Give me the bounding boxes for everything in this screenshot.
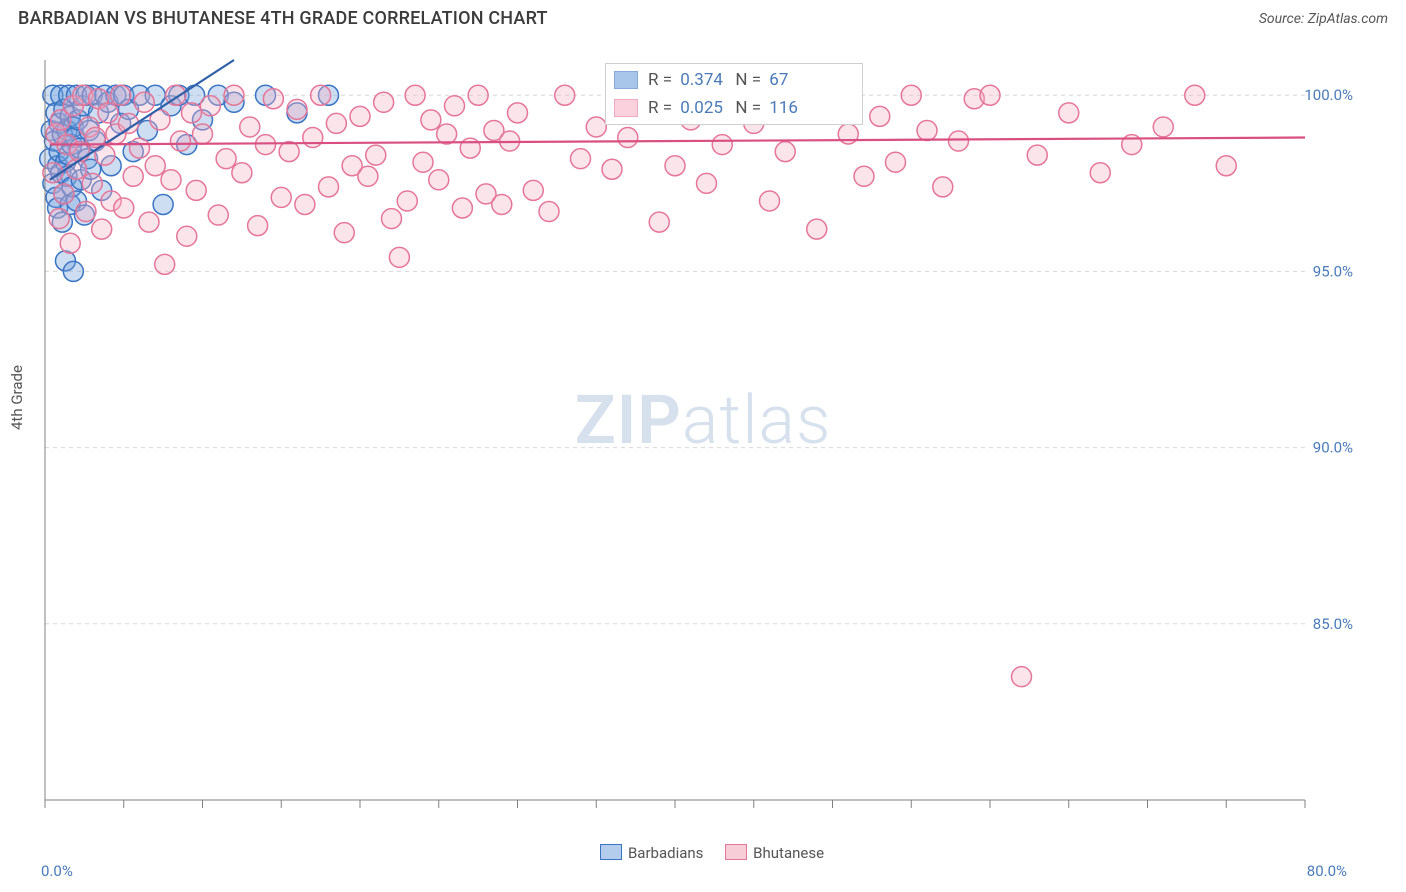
legend-label-bhutanese: Bhutanese: [753, 844, 824, 862]
svg-text:90.0%: 90.0%: [1313, 439, 1353, 457]
x-tick-max: 80.0%: [1307, 862, 1347, 880]
svg-text:100.0%: 100.0%: [1304, 86, 1353, 104]
chart-container: BARBADIAN VS BHUTANESE 4TH GRADE CORRELA…: [0, 0, 1406, 892]
x-tick-min: 0.0%: [41, 862, 73, 880]
legend-swatch-barbadians: [600, 844, 622, 860]
chart-title: BARBADIAN VS BHUTANESE 4TH GRADE CORRELA…: [18, 8, 548, 29]
legend-label-barbadians: Barbadians: [628, 844, 703, 862]
series-legend: Barbadians Bhutanese: [0, 844, 1406, 862]
y-axis-label: 4th Grade: [8, 365, 26, 430]
svg-text:85.0%: 85.0%: [1313, 615, 1353, 633]
header: BARBADIAN VS BHUTANESE 4TH GRADE CORRELA…: [0, 0, 1406, 29]
scatter-plot-svg: 85.0%90.0%95.0%100.0%: [45, 60, 1305, 800]
correlation-legend: R = 0.374 N = 67R = 0.025 N = 116: [605, 63, 863, 125]
legend-swatch-bhutanese: [725, 844, 747, 860]
legend-row: R = 0.025 N = 116: [614, 94, 854, 122]
source-label: Source: ZipAtlas.com: [1259, 11, 1388, 27]
svg-text:95.0%: 95.0%: [1313, 262, 1353, 280]
legend-row: R = 0.374 N = 67: [614, 66, 854, 94]
plot-area: 85.0%90.0%95.0%100.0%: [45, 60, 1305, 800]
